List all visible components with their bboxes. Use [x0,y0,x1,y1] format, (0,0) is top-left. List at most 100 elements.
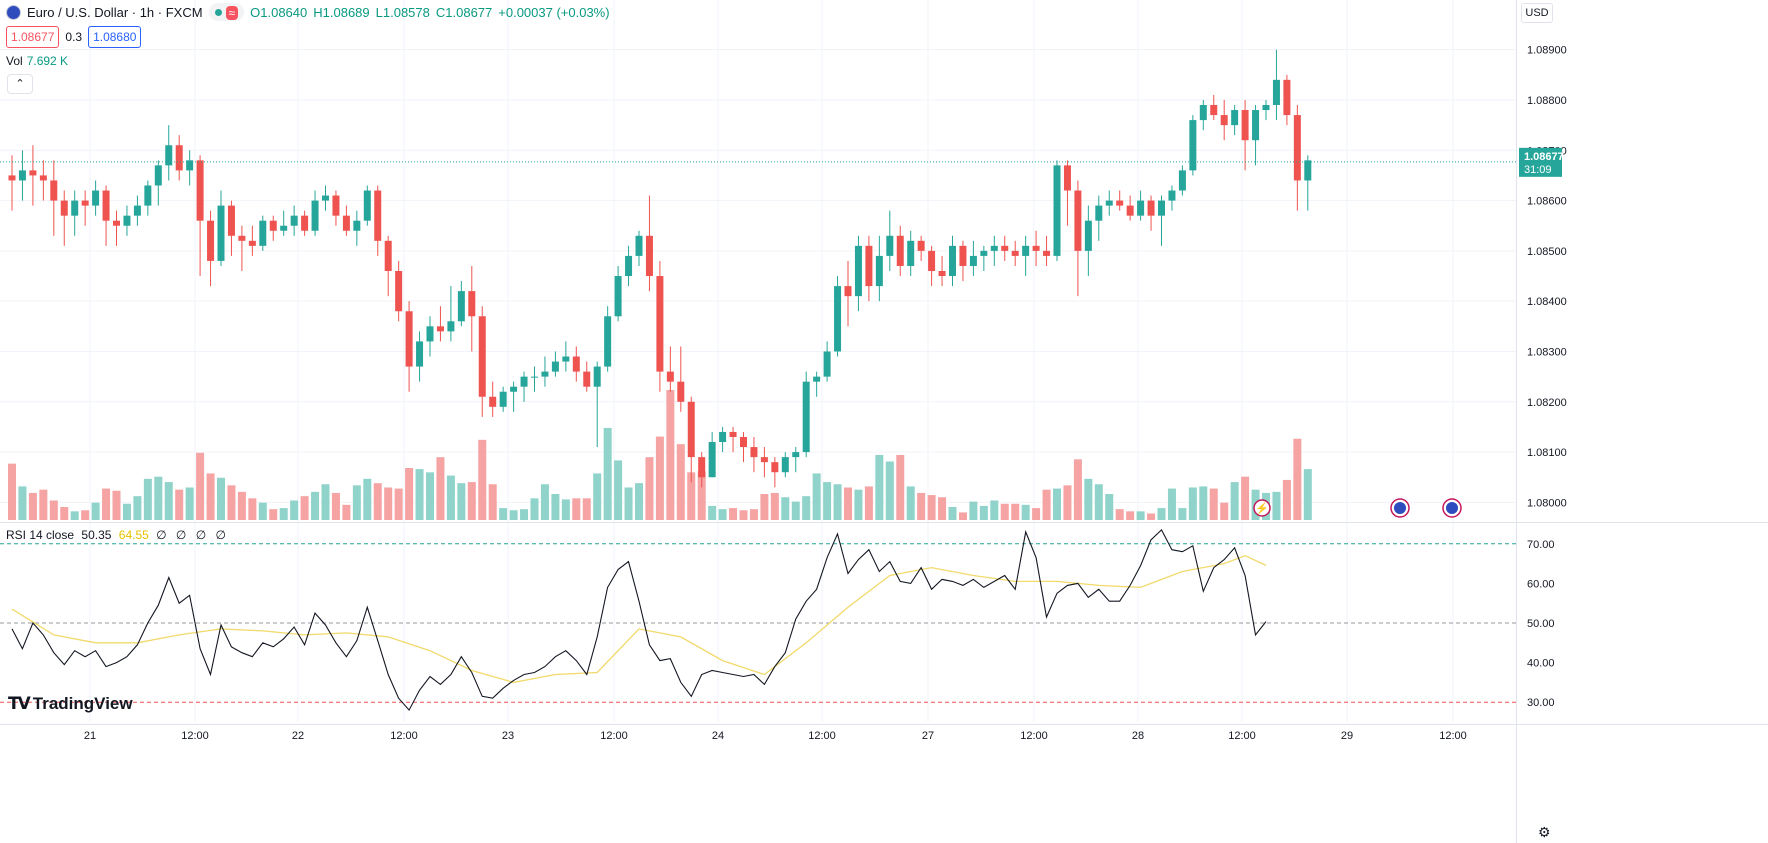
candle-down [102,190,110,221]
symbol-title[interactable]: Euro / U.S. Dollar · 1h · FXCM [27,4,203,20]
candle-up [854,245,862,297]
collapse-legend-button[interactable]: ⌃ [7,74,33,94]
candle-up [18,170,26,181]
volume-bar [457,483,466,520]
candle-down [938,271,946,277]
volume-bar [1094,484,1103,520]
euro-flag-icon [6,4,21,20]
volume-bar [363,478,372,520]
volume-bar [415,469,424,520]
last-price-tag-bg [1519,147,1562,177]
lightning-event-icon [1253,499,1271,517]
volume-bar [60,507,69,520]
candle-up [1189,120,1197,171]
candle-up [499,391,507,407]
volume-bar [551,494,560,520]
volume-bar [499,508,508,520]
time-tick-label: 12:00 [1020,730,1048,742]
candle-down [1220,115,1228,126]
volume-legend: Vol 7.692 K [6,54,68,68]
candle-up [520,376,528,387]
volume-bar [708,505,717,520]
volume-bar [478,439,487,520]
sell-button[interactable]: 1.08677 [6,26,60,48]
volume-bar [1241,476,1250,520]
volume-bar [279,508,288,520]
candle-down [572,356,580,372]
volume-bar [624,487,633,520]
volume-bar [1063,485,1072,520]
candle-down [928,250,936,271]
candle-down [1043,250,1051,256]
volume-bar [311,491,320,520]
candle-down [395,271,403,312]
status-pill[interactable]: ≈ [208,3,245,21]
volume-bar [488,484,497,520]
volume-bar [1115,509,1124,520]
candle-up [1252,110,1260,141]
rsi-ma-line [11,554,1267,684]
settings-icon[interactable]: ⚙ [1538,824,1551,840]
candle-down [301,215,309,231]
candle-down [405,311,413,367]
volume-bar [687,472,696,520]
volume-bar [969,501,978,520]
candle-down [1063,165,1071,191]
candle-up [823,351,831,377]
candle-up [1105,200,1113,206]
candle-up [259,220,267,246]
volume-bar [729,508,738,520]
candle-up [123,215,131,226]
volume-bar [1209,488,1218,520]
price-tick-label: 1.08100 [1527,447,1567,459]
candle-down [656,276,664,372]
price-tick-label: 1.08300 [1527,346,1567,358]
candle-up [311,200,319,231]
market-open-icon [214,9,222,17]
change-value: +0.00037 (+0.03%) [498,4,610,20]
candle-down [332,195,340,216]
volume-bar [593,473,602,520]
candle-down [113,220,120,226]
volume-bar [237,491,246,520]
volume-bar [1282,479,1291,520]
volume-bar [540,484,549,520]
candle-up [949,245,956,277]
volume-bar [655,436,664,520]
rsi-na-values: ∅ ∅ ∅ ∅ [156,528,229,542]
volume-bar [990,500,999,520]
price-tick-label: 1.08900 [1527,45,1567,57]
rsi-tick-label: 60.00 [1527,578,1555,590]
candle-up [969,255,977,266]
volume-bar [739,510,748,520]
volume-bar [321,484,330,520]
candle-up [322,195,329,201]
volume-bar [697,471,706,520]
lightning-glyph-icon: ⚡ [1255,502,1269,515]
buy-button[interactable]: 1.08680 [88,26,142,48]
currency-button[interactable]: USD [1521,3,1553,23]
candle-up [426,326,434,342]
candle-up [614,276,622,317]
volume-bar [1293,438,1302,520]
volume-value: 7.692 K [26,54,69,68]
candle-down [196,160,204,221]
volume-bar [164,482,173,520]
volume-bar [906,486,915,520]
volume-bar [122,503,131,520]
volume-bar [749,509,758,520]
time-tick-label: 27 [922,730,934,742]
candlestick-series [0,49,1516,488]
volume-bar [102,488,111,520]
legend-header: Euro / U.S. Dollar · 1h · FXCM ≈ O1.0864… [6,3,610,21]
volume-bar [331,492,340,520]
candle-down [1126,205,1134,216]
candle-down [227,205,235,236]
open-value: O1.08640 [250,4,308,20]
volume-bar [509,510,518,520]
event-markers[interactable]: ⚡ [1253,498,1462,518]
volume-bar [666,390,675,520]
volume-bar [1000,503,1009,520]
